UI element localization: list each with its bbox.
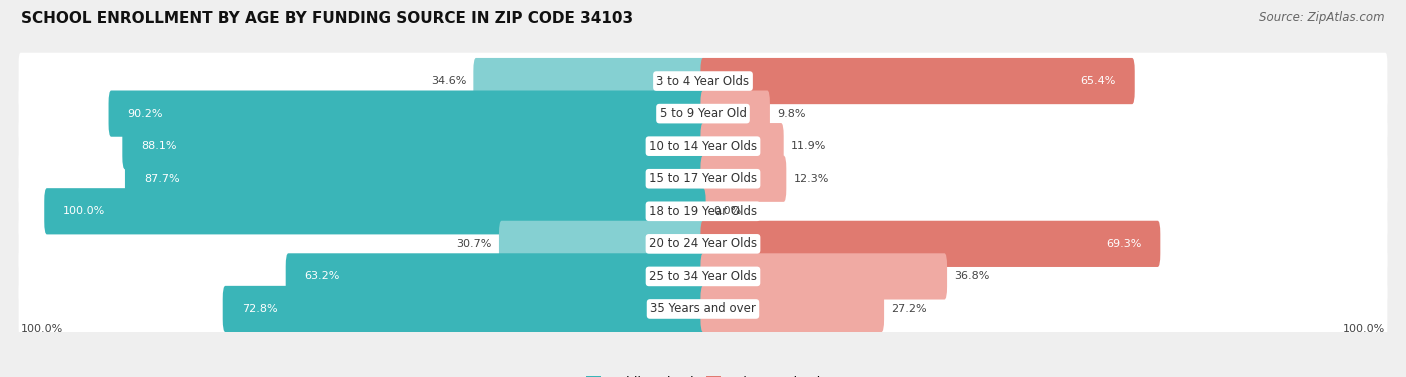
Text: 10 to 14 Year Olds: 10 to 14 Year Olds (650, 139, 756, 153)
FancyBboxPatch shape (700, 90, 770, 137)
Text: SCHOOL ENROLLMENT BY AGE BY FUNDING SOURCE IN ZIP CODE 34103: SCHOOL ENROLLMENT BY AGE BY FUNDING SOUR… (21, 11, 633, 26)
Text: 34.6%: 34.6% (430, 76, 467, 86)
FancyBboxPatch shape (700, 156, 786, 202)
Text: 88.1%: 88.1% (142, 141, 177, 151)
Text: 0.0%: 0.0% (713, 206, 741, 216)
FancyBboxPatch shape (700, 253, 948, 299)
FancyBboxPatch shape (108, 90, 706, 137)
Text: 90.2%: 90.2% (128, 109, 163, 119)
FancyBboxPatch shape (700, 286, 884, 332)
FancyBboxPatch shape (222, 286, 706, 332)
Text: 72.8%: 72.8% (242, 304, 277, 314)
Text: 35 Years and over: 35 Years and over (650, 302, 756, 316)
FancyBboxPatch shape (18, 248, 1388, 305)
Text: 15 to 17 Year Olds: 15 to 17 Year Olds (650, 172, 756, 185)
Text: 12.3%: 12.3% (793, 174, 830, 184)
Text: 30.7%: 30.7% (457, 239, 492, 249)
Text: 36.8%: 36.8% (955, 271, 990, 281)
Text: 69.3%: 69.3% (1107, 239, 1142, 249)
FancyBboxPatch shape (44, 188, 706, 234)
Text: 87.7%: 87.7% (143, 174, 180, 184)
FancyBboxPatch shape (18, 53, 1388, 109)
Text: 18 to 19 Year Olds: 18 to 19 Year Olds (650, 205, 756, 218)
FancyBboxPatch shape (474, 58, 706, 104)
Text: Source: ZipAtlas.com: Source: ZipAtlas.com (1260, 11, 1385, 24)
Text: 20 to 24 Year Olds: 20 to 24 Year Olds (650, 238, 756, 250)
Text: 25 to 34 Year Olds: 25 to 34 Year Olds (650, 270, 756, 283)
Text: 9.8%: 9.8% (778, 109, 806, 119)
Legend: Public School, Private School: Public School, Private School (586, 375, 820, 377)
FancyBboxPatch shape (18, 85, 1388, 142)
FancyBboxPatch shape (700, 221, 1160, 267)
Text: 63.2%: 63.2% (305, 271, 340, 281)
FancyBboxPatch shape (700, 58, 1135, 104)
FancyBboxPatch shape (700, 123, 783, 169)
FancyBboxPatch shape (18, 150, 1388, 207)
FancyBboxPatch shape (18, 183, 1388, 240)
FancyBboxPatch shape (125, 156, 706, 202)
FancyBboxPatch shape (122, 123, 706, 169)
Text: 3 to 4 Year Olds: 3 to 4 Year Olds (657, 75, 749, 87)
Text: 5 to 9 Year Old: 5 to 9 Year Old (659, 107, 747, 120)
FancyBboxPatch shape (499, 221, 706, 267)
Text: 27.2%: 27.2% (891, 304, 927, 314)
FancyBboxPatch shape (285, 253, 706, 299)
Text: 100.0%: 100.0% (21, 324, 63, 334)
Text: 100.0%: 100.0% (63, 206, 105, 216)
FancyBboxPatch shape (18, 216, 1388, 272)
Text: 11.9%: 11.9% (792, 141, 827, 151)
FancyBboxPatch shape (18, 280, 1388, 337)
Text: 65.4%: 65.4% (1080, 76, 1116, 86)
FancyBboxPatch shape (18, 118, 1388, 175)
Text: 100.0%: 100.0% (1343, 324, 1385, 334)
